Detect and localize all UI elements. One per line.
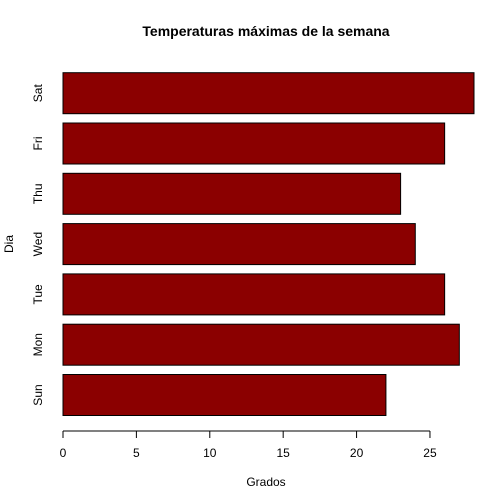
- x-tick-label-25: 25: [423, 446, 437, 460]
- y-tick-label-sun: Sun: [31, 384, 45, 405]
- x-tick-label-0: 0: [60, 446, 67, 460]
- bar-fri: [62, 122, 446, 165]
- bar-tue: [62, 273, 446, 316]
- y-tick-label-sat: Sat: [31, 84, 45, 103]
- y-axis-label: Dia: [2, 235, 16, 253]
- y-tick-labels: Sun Mon Tue Wed Thu Fri Sat: [31, 84, 45, 406]
- bar-thu: [62, 172, 402, 215]
- y-tick-label-fri: Fri: [31, 137, 45, 151]
- y-tick-label-thu: Thu: [31, 183, 45, 204]
- y-tick-label-tue: Tue: [31, 284, 45, 305]
- bar-sat: [62, 72, 475, 115]
- x-axis: 0 5 10 15 20 25: [60, 430, 437, 460]
- x-tick-label-15: 15: [276, 446, 290, 460]
- y-tick-label-mon: Mon: [31, 333, 45, 356]
- bars-group: [62, 72, 475, 416]
- x-tick-label-10: 10: [203, 446, 217, 460]
- y-tick-label-wed: Wed: [31, 232, 45, 256]
- bar-mon: [62, 323, 460, 366]
- chart-title: Temperaturas máximas de la semana: [142, 23, 389, 39]
- x-tick-label-20: 20: [350, 446, 364, 460]
- bar-wed: [62, 223, 416, 266]
- x-tick-label-5: 5: [133, 446, 140, 460]
- x-axis-label: Grados: [246, 475, 285, 489]
- bar-sun: [62, 374, 387, 416]
